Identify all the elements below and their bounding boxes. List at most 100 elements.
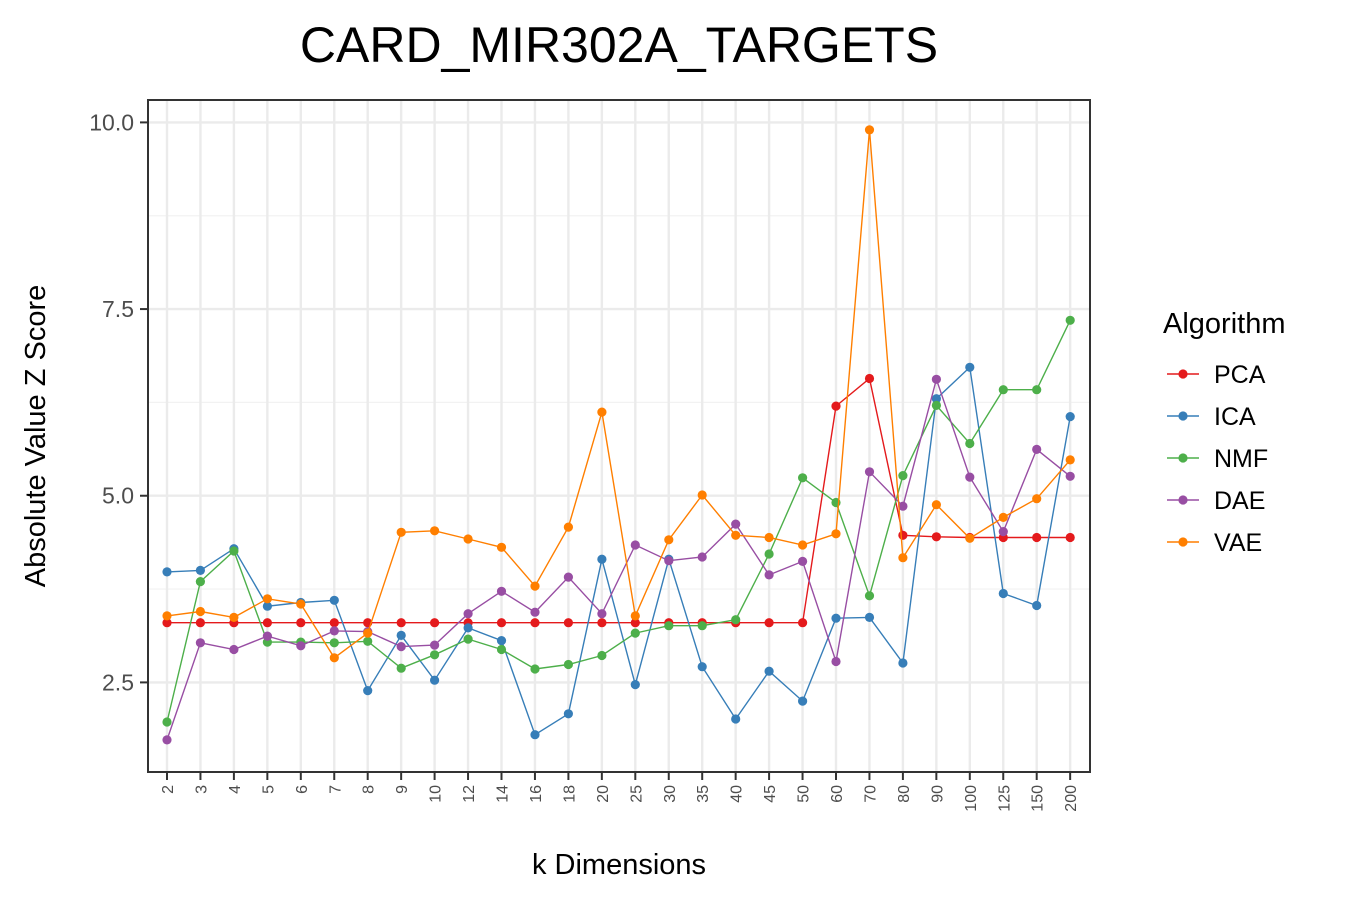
- legend-entry-label: ICA: [1214, 403, 1256, 431]
- data-point-dae: [798, 556, 808, 567]
- data-point-pca: [262, 618, 272, 628]
- data-point-vae: [296, 599, 306, 609]
- x-tick-label: 14: [495, 785, 512, 803]
- data-point-nmf: [229, 546, 239, 556]
- legend-entry-label: VAE: [1214, 529, 1262, 557]
- x-tick-label: 40: [729, 785, 746, 803]
- data-point-pca: [864, 373, 875, 384]
- y-tick-label: 7.5: [102, 296, 134, 322]
- data-point-vae: [831, 529, 841, 539]
- x-tick-label: 125: [996, 785, 1013, 812]
- data-point-dae: [831, 656, 841, 667]
- data-point-ica: [1065, 412, 1075, 422]
- data-point-ica: [1032, 600, 1042, 611]
- data-point-pca: [329, 618, 339, 628]
- legend-key-point: [1178, 411, 1188, 421]
- x-tick-label: 16: [528, 785, 545, 803]
- data-point-nmf: [329, 638, 339, 648]
- data-point-nmf: [1032, 385, 1042, 395]
- data-point-dae: [931, 374, 942, 384]
- series-line-dae: [166, 376, 1071, 741]
- x-tick-label: 50: [796, 785, 813, 803]
- data-point-ica: [831, 613, 841, 623]
- data-point-nmf: [563, 659, 574, 670]
- data-point-ica: [563, 709, 574, 719]
- data-point-nmf: [496, 644, 507, 655]
- grid: [148, 100, 1090, 772]
- data-point-nmf: [898, 471, 908, 481]
- data-point-vae: [329, 653, 339, 663]
- x-tick-label: 90: [929, 785, 946, 803]
- data-point-ica: [162, 567, 172, 577]
- data-point-dae: [463, 609, 473, 619]
- data-point-ica: [764, 666, 774, 676]
- data-point-vae: [965, 533, 975, 543]
- data-point-vae: [697, 490, 707, 500]
- data-point-vae: [664, 535, 674, 545]
- data-point-ica: [262, 601, 272, 611]
- data-point-ica: [430, 675, 440, 685]
- x-tick-label: 12: [461, 785, 478, 803]
- data-point-ica: [931, 394, 942, 404]
- x-tick-label: 6: [294, 785, 311, 794]
- y-axis-label: Absolute Value Z Score: [20, 285, 52, 588]
- data-point-nmf: [630, 628, 640, 638]
- data-point-vae: [1032, 494, 1042, 504]
- data-point-dae: [229, 644, 239, 655]
- data-point-vae: [496, 542, 507, 552]
- data-point-pca: [396, 618, 406, 628]
- data-point-dae: [563, 572, 574, 582]
- data-point-nmf: [697, 621, 707, 631]
- data-point-nmf: [731, 615, 741, 625]
- data-point-pca: [1065, 532, 1075, 543]
- data-point-ica: [898, 658, 908, 668]
- data-point-vae: [630, 611, 640, 621]
- data-point-nmf: [998, 385, 1008, 395]
- data-point-pca: [798, 618, 808, 628]
- data-point-vae: [396, 527, 406, 537]
- x-tick-label: 150: [1030, 785, 1047, 812]
- data-point-nmf: [430, 650, 440, 660]
- x-tick-label: 18: [561, 785, 578, 803]
- data-point-ica: [597, 554, 607, 564]
- data-point-ica: [463, 623, 473, 633]
- data-point-vae: [1065, 455, 1075, 465]
- data-point-dae: [396, 642, 406, 652]
- data-point-dae: [195, 638, 205, 648]
- data-point-pca: [296, 618, 306, 628]
- legend-entry-label: DAE: [1214, 487, 1265, 515]
- data-point-nmf: [664, 621, 674, 631]
- axes: 2.55.07.510.02 3 4 5 6 7 8 9 10 12 14 16 18 20 25 30 35 4…: [89, 109, 1080, 811]
- data-point-vae: [530, 581, 540, 591]
- data-point-nmf: [864, 591, 875, 601]
- data-point-vae: [798, 540, 808, 550]
- data-point-dae: [296, 641, 306, 651]
- data-point-dae: [597, 609, 607, 619]
- data-point-vae: [864, 125, 875, 135]
- x-tick-label: 25: [628, 785, 645, 803]
- x-tick-label: 60: [829, 785, 846, 803]
- data-point-dae: [731, 519, 741, 529]
- data-point-ica: [630, 680, 640, 690]
- data-point-nmf: [764, 549, 774, 559]
- legend-entry-label: PCA: [1214, 361, 1266, 389]
- data-point-nmf: [195, 577, 205, 587]
- data-point-vae: [363, 628, 373, 638]
- x-axis-label: k Dimensions: [532, 849, 706, 881]
- data-point-ica: [731, 714, 741, 724]
- data-point-dae: [764, 570, 774, 580]
- x-tick-label: 70: [863, 785, 880, 803]
- data-point-vae: [731, 530, 741, 540]
- legend-key-point: [1178, 453, 1188, 463]
- data-point-pca: [764, 618, 774, 628]
- data-point-ica: [965, 362, 975, 372]
- data-point-vae: [764, 532, 774, 543]
- x-tick-label: 8: [361, 785, 378, 794]
- data-point-nmf: [530, 664, 540, 674]
- data-point-vae: [463, 534, 473, 544]
- data-point-nmf: [597, 650, 607, 661]
- data-point-vae: [931, 500, 942, 510]
- data-point-pca: [530, 618, 540, 628]
- x-tick-label: 2: [160, 785, 177, 794]
